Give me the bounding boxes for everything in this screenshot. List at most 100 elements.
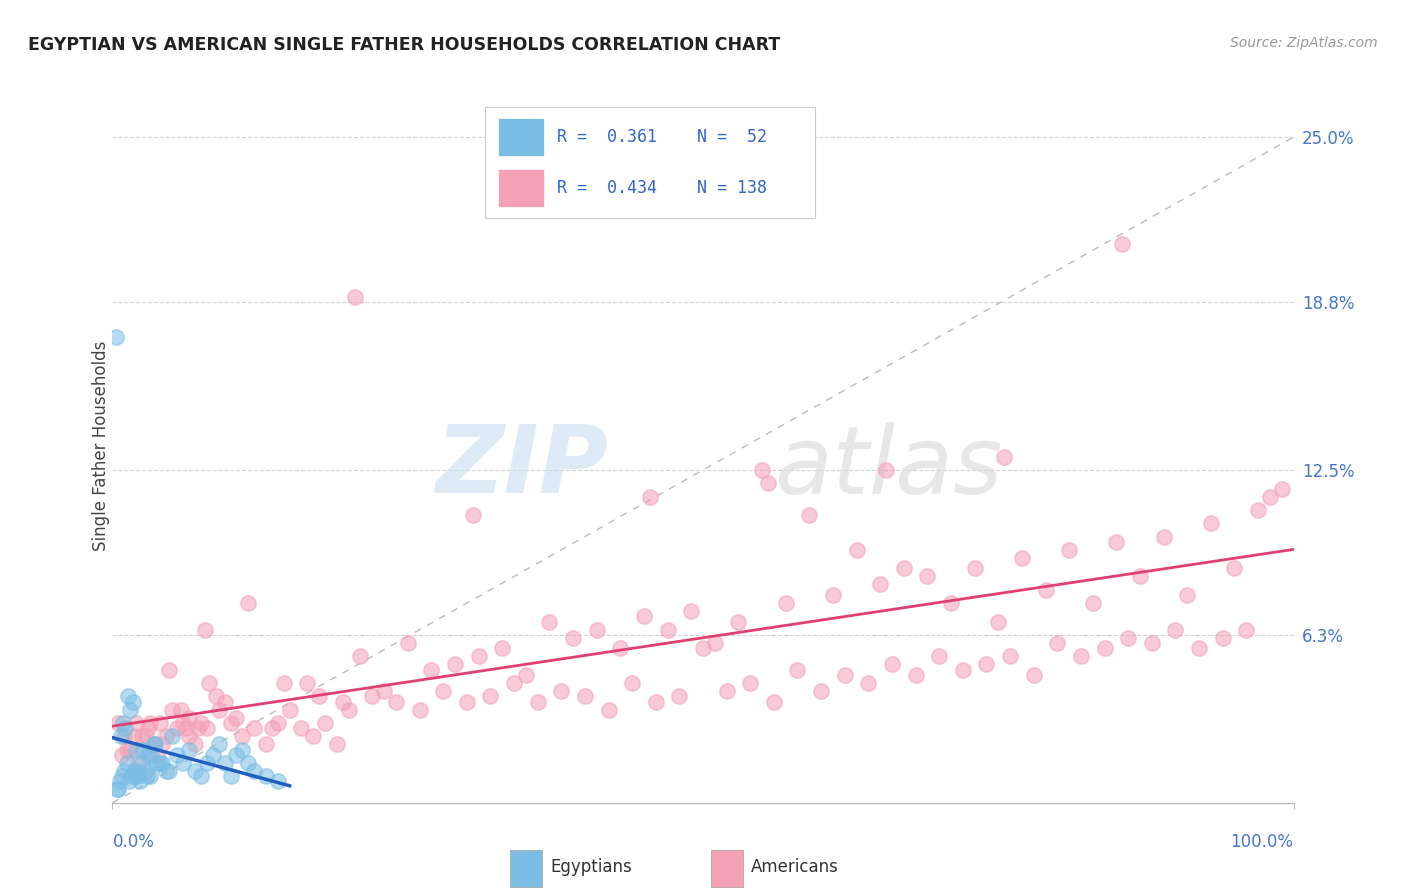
Point — [716, 684, 738, 698]
Point — [1105, 534, 1128, 549]
Point — [112, 729, 135, 743]
Point — [219, 715, 242, 730]
Point — [432, 684, 454, 698]
Point — [598, 703, 620, 717]
Point — [1153, 529, 1175, 543]
Point — [821, 588, 844, 602]
Point — [198, 676, 221, 690]
Y-axis label: Single Father Households: Single Father Households — [93, 341, 110, 551]
Point — [267, 715, 290, 730]
Point — [952, 663, 974, 677]
Point — [775, 596, 797, 610]
Point — [1111, 236, 1133, 251]
Point — [160, 729, 183, 743]
Point — [799, 508, 821, 523]
Point — [142, 737, 165, 751]
Point — [1175, 588, 1198, 602]
Point — [993, 450, 1015, 464]
Point — [214, 756, 236, 770]
Point — [131, 756, 153, 770]
Point — [681, 604, 703, 618]
Point — [179, 710, 201, 724]
Point — [125, 742, 148, 756]
Point — [396, 636, 419, 650]
Point — [142, 737, 165, 751]
Point — [254, 769, 277, 783]
Point — [135, 729, 157, 743]
Point — [1247, 503, 1270, 517]
Point — [160, 703, 183, 717]
Point — [337, 703, 360, 717]
Point — [122, 764, 145, 778]
Point — [1234, 623, 1257, 637]
Point — [174, 721, 197, 735]
Point — [621, 676, 644, 690]
Point — [208, 737, 231, 751]
Point — [1011, 550, 1033, 565]
Point — [149, 756, 172, 770]
Text: ZIP: ZIP — [436, 421, 609, 514]
Point — [444, 657, 467, 672]
Text: Source: ZipAtlas.com: Source: ZipAtlas.com — [1230, 36, 1378, 50]
Point — [1094, 641, 1116, 656]
Point — [273, 676, 295, 690]
Point — [314, 715, 336, 730]
Point — [751, 463, 773, 477]
Text: 0.0%: 0.0% — [112, 833, 155, 851]
Point — [657, 623, 679, 637]
Point — [150, 756, 173, 770]
Point — [117, 690, 139, 704]
Point — [120, 769, 142, 783]
Point — [120, 742, 142, 756]
Point — [1271, 482, 1294, 496]
Point — [461, 508, 484, 523]
Point — [373, 684, 395, 698]
Point — [112, 764, 135, 778]
Point — [118, 774, 141, 789]
Point — [585, 623, 607, 637]
Point — [880, 657, 903, 672]
Point — [201, 747, 224, 762]
Point — [146, 756, 169, 770]
Point — [633, 609, 655, 624]
Point — [127, 764, 149, 778]
Point — [503, 676, 526, 690]
Point — [1188, 641, 1211, 656]
Point — [110, 729, 132, 743]
Point — [928, 649, 950, 664]
Point — [491, 641, 513, 656]
Point — [756, 476, 779, 491]
Point — [146, 747, 169, 762]
Point — [385, 695, 408, 709]
Point — [290, 721, 312, 735]
Point — [834, 668, 856, 682]
Point — [692, 641, 714, 656]
Point — [184, 764, 207, 778]
Point — [526, 695, 548, 709]
Point — [349, 649, 371, 664]
Point — [343, 290, 366, 304]
Point — [127, 769, 149, 783]
Point — [157, 764, 180, 778]
Point — [166, 747, 188, 762]
Point — [141, 747, 163, 762]
Point — [139, 769, 162, 783]
Point — [1046, 636, 1069, 650]
Point — [332, 695, 354, 709]
Point — [115, 756, 138, 770]
Point — [179, 729, 201, 743]
Point — [124, 769, 146, 783]
Point — [149, 715, 172, 730]
Point — [120, 703, 142, 717]
Point — [136, 721, 159, 735]
Point — [179, 742, 201, 756]
Point — [644, 695, 666, 709]
Point — [157, 663, 180, 677]
Point — [762, 695, 785, 709]
Point — [420, 663, 443, 677]
Point — [254, 737, 277, 751]
Point — [214, 695, 236, 709]
Point — [998, 649, 1021, 664]
Point — [194, 623, 217, 637]
Point — [703, 636, 725, 650]
